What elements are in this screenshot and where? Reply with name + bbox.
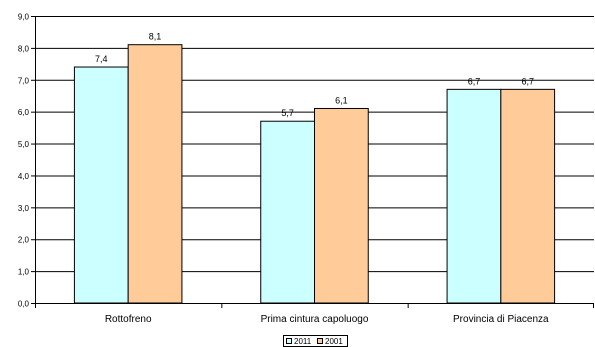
y-tick-label: 3,0 (18, 204, 30, 213)
x-category-label: Provincia di Piacenza (453, 314, 549, 325)
data-label: 6,7 (521, 76, 534, 86)
legend: 2011 2001 (283, 335, 348, 347)
data-label: 5,7 (281, 108, 294, 118)
y-tick-label: 9,0 (18, 13, 30, 22)
x-axis: Rottofreno Prima cintura capoluogo Provinc… (35, 303, 594, 325)
y-tick-label: 4,0 (18, 172, 30, 181)
y-tick-label: 1,0 (18, 268, 30, 277)
data-label: 8,1 (149, 32, 162, 42)
bar-2011 (73, 66, 129, 304)
data-label: 7,4 (95, 54, 108, 64)
y-tick-label: 7,0 (18, 76, 30, 85)
bar-2011 (446, 88, 502, 304)
y-tick-label: 2,0 (18, 236, 30, 245)
data-labels: 7,4 8,1 5,7 6,1 6,7 6,7 (95, 32, 534, 119)
legend-swatch-2011 (286, 338, 292, 344)
data-label: 6,7 (468, 76, 481, 86)
x-category-label: Rottofreno (105, 314, 152, 325)
legend-label-2001: 2001 (325, 337, 343, 346)
legend-label-2011: 2011 (294, 337, 312, 346)
bar-2011 (260, 120, 315, 304)
y-tick-label: 6,0 (18, 108, 30, 117)
y-axis: 0,0 1,0 2,0 3,0 4,0 5,0 6,0 7,0 8,0 9,0 (18, 13, 36, 309)
data-label: 6,1 (335, 95, 348, 105)
bar-2001 (127, 44, 183, 304)
bars (73, 44, 556, 304)
y-tick-label: 5,0 (18, 140, 30, 149)
bar-2001 (314, 107, 369, 304)
y-tick-label: 8,0 (18, 44, 30, 53)
bar-2001 (500, 88, 556, 304)
y-tick-label: 0,0 (18, 300, 30, 309)
x-category-label: Prima cintura capoluogo (261, 314, 369, 325)
legend-swatch-2001 (317, 338, 323, 344)
